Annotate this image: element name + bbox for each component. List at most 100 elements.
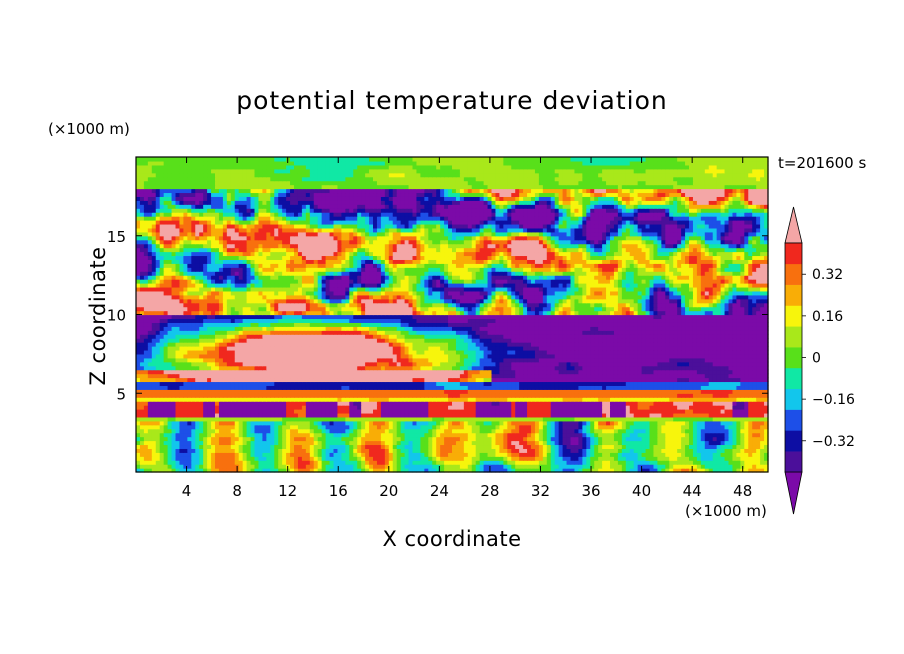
heatmap-cell <box>345 385 350 390</box>
heatmap-cell <box>570 369 576 375</box>
heatmap-cell <box>483 401 489 406</box>
heatmap-cell <box>653 456 658 461</box>
heatmap-cell <box>254 401 260 406</box>
heatmap-cell <box>218 448 224 453</box>
heatmap-cell <box>491 377 497 383</box>
heatmap-cell <box>179 393 184 398</box>
heatmap-cell <box>752 365 757 371</box>
heatmap-cell <box>155 428 161 434</box>
heatmap-cell <box>309 385 315 390</box>
heatmap-cell <box>538 460 544 465</box>
heatmap-cell <box>689 436 694 442</box>
heatmap-cell <box>610 373 615 379</box>
heatmap-cell <box>238 412 244 418</box>
heatmap-cell <box>479 420 485 426</box>
heatmap-cell <box>471 468 477 473</box>
heatmap-cell <box>617 369 623 375</box>
heatmap-cell <box>222 357 228 363</box>
heatmap-cell <box>602 444 607 449</box>
heatmap-cell <box>183 405 188 410</box>
heatmap-cell <box>444 409 449 414</box>
heatmap-cell <box>436 401 441 406</box>
heatmap-cell <box>578 365 583 371</box>
heatmap-cell <box>408 397 414 402</box>
heatmap-cell <box>211 420 216 426</box>
heatmap-cell <box>657 357 662 363</box>
heatmap-cell <box>246 436 252 442</box>
heatmap-cell <box>388 405 394 410</box>
heatmap-cell <box>246 405 252 410</box>
heatmap-cell <box>764 365 769 371</box>
heatmap-cell <box>523 365 528 371</box>
heatmap-cell <box>139 409 145 414</box>
heatmap-cell <box>369 393 374 398</box>
heatmap-cell <box>621 393 627 398</box>
heatmap-cell <box>207 369 212 375</box>
heatmap-cell <box>187 389 192 394</box>
heatmap-cell <box>649 369 655 375</box>
heatmap-cell <box>361 452 366 457</box>
heatmap-cell <box>353 397 358 402</box>
heatmap-cell <box>748 460 753 465</box>
heatmap-cell <box>242 385 248 390</box>
heatmap-cell <box>365 349 370 355</box>
heatmap-cell <box>621 452 627 457</box>
heatmap-cell <box>230 416 236 422</box>
heatmap-cell <box>309 349 315 355</box>
heatmap-cell <box>665 381 670 386</box>
heatmap-cell <box>183 412 188 418</box>
heatmap-cell <box>258 444 263 449</box>
heatmap-cell <box>756 401 761 406</box>
heatmap-cell <box>665 369 670 375</box>
heatmap-cell <box>633 436 639 442</box>
heatmap-cell <box>230 381 236 386</box>
heatmap-cell <box>266 393 271 398</box>
heatmap-cell <box>546 381 552 386</box>
heatmap-cell <box>369 464 374 469</box>
heatmap-cell <box>428 349 433 355</box>
heatmap-cell <box>301 416 307 422</box>
heatmap-cell <box>155 369 161 375</box>
heatmap-cell <box>558 377 564 383</box>
heatmap-cell <box>147 349 153 355</box>
heatmap-cell <box>151 416 157 422</box>
heatmap-cell <box>669 468 674 473</box>
heatmap-cell <box>716 397 722 402</box>
heatmap-cell <box>337 432 342 438</box>
heatmap-cell <box>369 409 374 414</box>
heatmap-cell <box>380 440 386 446</box>
heatmap-cell <box>313 456 319 461</box>
heatmap-cell <box>373 393 378 398</box>
heatmap-cell <box>546 365 552 371</box>
heatmap-cell <box>270 420 275 426</box>
heatmap-cell <box>681 464 686 469</box>
heatmap-cell <box>380 456 386 461</box>
heatmap-cell <box>479 452 485 457</box>
heatmap-cell <box>590 405 595 410</box>
heatmap-cell <box>550 365 556 371</box>
heatmap-cell <box>365 460 370 465</box>
heatmap-cell <box>301 452 307 457</box>
heatmap-cell <box>531 436 536 442</box>
heatmap-cell <box>444 385 449 390</box>
heatmap-cell <box>440 377 445 383</box>
heatmap-cell <box>309 420 315 426</box>
heatmap-cell <box>155 353 161 359</box>
heatmap-cell <box>376 436 382 442</box>
heatmap-cell <box>384 452 390 457</box>
heatmap-cell <box>645 448 651 453</box>
heatmap-cell <box>266 424 271 430</box>
heatmap-cell <box>151 452 157 457</box>
heatmap-cell <box>147 420 153 426</box>
heatmap-cell <box>274 436 279 442</box>
heatmap-cell <box>416 365 421 371</box>
heatmap-cell <box>582 381 587 386</box>
heatmap-cell <box>380 361 386 367</box>
heatmap-cell <box>274 369 279 375</box>
heatmap-cell <box>617 416 623 422</box>
heatmap-cell <box>195 432 200 438</box>
heatmap-cell <box>254 464 260 469</box>
heatmap-cell <box>645 405 651 410</box>
heatmap-cell <box>455 373 461 379</box>
heatmap-cell <box>471 428 477 434</box>
